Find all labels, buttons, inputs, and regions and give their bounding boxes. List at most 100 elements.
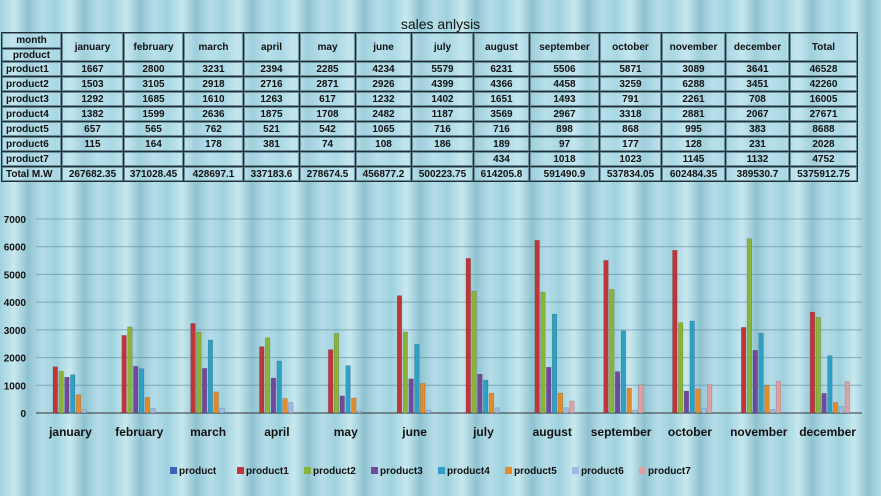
bar-product2 — [196, 331, 202, 414]
bar-product5 — [557, 392, 563, 414]
y-tick-label: 1000 — [4, 381, 27, 392]
table-cell: 2067 — [725, 106, 790, 122]
bar-product5 — [351, 397, 357, 414]
table-cell: 542 — [299, 121, 356, 137]
table-cell: 537834.05 — [599, 166, 662, 182]
table-cell: 1023 — [599, 151, 662, 167]
table-cell: 2881 — [661, 106, 726, 122]
x-tick-label: october — [668, 425, 712, 439]
table-cell: 164 — [123, 136, 184, 152]
bar-product3 — [64, 376, 70, 414]
table-row: product2 1503 3105 2918 2716 2871 2926 4399 4366… — [1, 76, 858, 92]
table-cell: 6288 — [661, 76, 726, 92]
bar-product3 — [270, 377, 276, 414]
table-cell: 614205.8 — [473, 166, 530, 182]
table-cell: 3641 — [725, 61, 790, 77]
bar-product4 — [552, 313, 558, 414]
table-cell: 1685 — [123, 91, 184, 107]
row-label: Total M.W — [1, 166, 62, 182]
table-cell: 1263 — [243, 91, 300, 107]
table-cell: 3089 — [661, 61, 726, 77]
table-cell: 4366 — [473, 76, 530, 92]
bar-product4 — [345, 365, 351, 414]
bar-product6 — [288, 402, 294, 414]
table-cell: 186 — [411, 136, 474, 152]
table-cell — [61, 151, 124, 167]
table-cell: 1651 — [473, 91, 530, 107]
bar-product4 — [70, 374, 76, 414]
y-tick-label: 5000 — [4, 270, 27, 281]
bar-product1 — [190, 323, 196, 414]
table-cell: 383 — [725, 121, 790, 137]
table-cell: 178 — [183, 136, 244, 152]
bar-product6 — [632, 410, 638, 414]
bar-product2 — [127, 326, 133, 414]
x-tick-label: june — [401, 425, 427, 439]
bar-product5 — [833, 402, 839, 414]
legend-swatch-product4 — [438, 467, 445, 474]
column-header: august — [473, 32, 530, 62]
table-cell: 231 — [725, 136, 790, 152]
total-header: Total — [789, 32, 858, 62]
table-cell: 456877.2 — [355, 166, 412, 182]
legend-label: product7 — [648, 466, 691, 477]
table-cell: 1382 — [61, 106, 124, 122]
row-total: 27671 — [789, 106, 858, 122]
table-cell: 500223.75 — [411, 166, 474, 182]
bar-product5 — [695, 388, 701, 414]
table-cell: 3105 — [123, 76, 184, 92]
bar-product3 — [683, 390, 689, 414]
table-cell: 371028.45 — [123, 166, 184, 182]
x-tick-label: january — [48, 425, 92, 439]
bar-product7 — [569, 400, 575, 414]
month-header: month — [1, 32, 62, 49]
table-cell: 1493 — [529, 91, 600, 107]
bar-product3 — [339, 395, 345, 414]
y-tick-label: 7000 — [4, 215, 27, 226]
column-header: december — [725, 32, 790, 62]
bar-product2 — [540, 291, 546, 414]
table-cell: 177 — [599, 136, 662, 152]
table-cell: 995 — [661, 121, 726, 137]
legend-swatch-product1 — [237, 467, 244, 474]
bar-product3 — [821, 393, 827, 414]
table-cell: 1875 — [243, 106, 300, 122]
column-header: september — [529, 32, 600, 62]
table-cell: 3318 — [599, 106, 662, 122]
bar-product1 — [672, 250, 678, 414]
y-tick-label: 3000 — [4, 326, 27, 337]
x-tick-label: july — [472, 425, 494, 439]
bar-product3 — [133, 366, 139, 414]
table-row: product1 1667 2800 3231 2394 2285 4234 5579 6231… — [1, 61, 858, 77]
x-tick-label: november — [730, 425, 788, 439]
bar-product4 — [207, 339, 213, 414]
table-cell — [183, 151, 244, 167]
bar-product4 — [276, 360, 282, 414]
y-tick-label: 0 — [20, 409, 26, 420]
table-cell: 4234 — [355, 61, 412, 77]
legend-label: product3 — [380, 466, 423, 477]
bar-product6 — [357, 410, 363, 414]
sales-table: month january february march april may j… — [1, 32, 858, 182]
table-cell: 389530.7 — [725, 166, 790, 182]
table-row: product6 115 164 178 381 74 108 186 189 97 177 128 2… — [1, 136, 858, 152]
bar-product4 — [689, 320, 695, 414]
bar-product6 — [81, 409, 87, 414]
bar-product1 — [396, 295, 403, 414]
table-cell: 74 — [299, 136, 356, 152]
table-cell: 1187 — [411, 106, 474, 122]
column-header: july — [411, 32, 474, 62]
row-total: 4752 — [789, 151, 858, 167]
bar-product4 — [758, 332, 764, 414]
table-cell: 3451 — [725, 76, 790, 92]
bar-product3 — [546, 366, 552, 414]
table-cell: 2926 — [355, 76, 412, 92]
bar-product3 — [477, 373, 483, 414]
bar-product1 — [328, 349, 334, 414]
table-cell: 128 — [661, 136, 726, 152]
x-tick-label: february — [115, 425, 163, 439]
table-cell: 2285 — [299, 61, 356, 77]
table-cell — [243, 151, 300, 167]
table-cell: 3569 — [473, 106, 530, 122]
table-row: product3 1292 1685 1610 1263 617 1232 1402 1651 1… — [1, 91, 858, 107]
